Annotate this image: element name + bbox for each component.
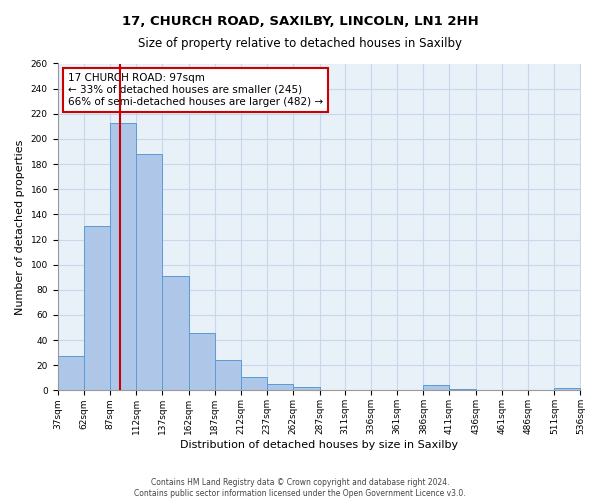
Bar	[58, 356, 84, 390]
Bar	[215, 360, 241, 390]
Bar	[449, 389, 476, 390]
Bar	[267, 384, 293, 390]
Text: 17, CHURCH ROAD, SAXILBY, LINCOLN, LN1 2HH: 17, CHURCH ROAD, SAXILBY, LINCOLN, LN1 2…	[122, 15, 478, 28]
Bar	[423, 386, 449, 390]
Bar	[110, 122, 136, 390]
Bar	[554, 388, 580, 390]
Text: 17 CHURCH ROAD: 97sqm
← 33% of detached houses are smaller (245)
66% of semi-det: 17 CHURCH ROAD: 97sqm ← 33% of detached …	[68, 74, 323, 106]
Text: Size of property relative to detached houses in Saxilby: Size of property relative to detached ho…	[138, 38, 462, 51]
Bar	[241, 376, 267, 390]
Bar	[84, 226, 110, 390]
Y-axis label: Number of detached properties: Number of detached properties	[15, 140, 25, 314]
Text: Contains HM Land Registry data © Crown copyright and database right 2024.
Contai: Contains HM Land Registry data © Crown c…	[134, 478, 466, 498]
Bar	[293, 386, 320, 390]
X-axis label: Distribution of detached houses by size in Saxilby: Distribution of detached houses by size …	[180, 440, 458, 450]
Bar	[188, 332, 215, 390]
Bar	[136, 154, 163, 390]
Bar	[163, 276, 188, 390]
